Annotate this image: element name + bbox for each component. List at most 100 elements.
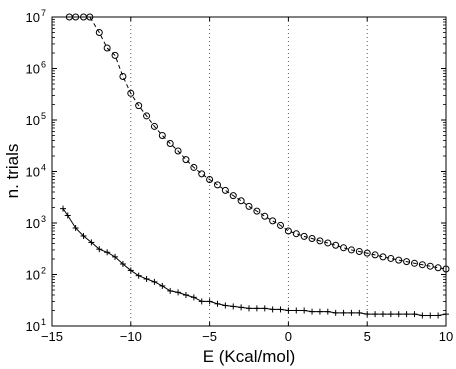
- data-point: [403, 311, 410, 318]
- data-point: [261, 305, 268, 312]
- data-point: [253, 207, 261, 215]
- data-point: [198, 170, 206, 178]
- data-point: [348, 309, 355, 316]
- data-point: [159, 282, 166, 289]
- data-point: [387, 311, 394, 318]
- y-tick-label-exponent: 7: [41, 8, 46, 18]
- data-point: [119, 72, 127, 80]
- x-tick-label: 5: [364, 329, 371, 344]
- data-point: [410, 259, 418, 267]
- data-point: [308, 235, 316, 243]
- y-tick-label: 10: [26, 319, 40, 334]
- data-point: [379, 311, 386, 318]
- data-point: [316, 308, 323, 315]
- data-point: [434, 264, 442, 272]
- data-point: [292, 230, 300, 238]
- data-point: [174, 147, 182, 155]
- data-point: [284, 227, 292, 235]
- data-point: [355, 247, 363, 255]
- data-point: [214, 300, 221, 307]
- y-tick-label: 10: [26, 216, 40, 231]
- data-point: [379, 253, 387, 261]
- data-point: [119, 260, 126, 267]
- data-point: [245, 202, 253, 210]
- data-point: [309, 308, 316, 315]
- data-point: [316, 237, 324, 245]
- data-point: [127, 267, 134, 274]
- data-point: [293, 307, 300, 314]
- data-point: [229, 192, 237, 200]
- data-point: [372, 311, 379, 318]
- series-line: [62, 208, 447, 316]
- data-point: [324, 239, 332, 247]
- y-tick-label: 10: [26, 165, 40, 180]
- data-point: [88, 239, 95, 246]
- y-tick-label-exponent: 3: [41, 214, 46, 224]
- data-point: [182, 291, 189, 298]
- data-point: [182, 156, 190, 164]
- data-point: [166, 139, 174, 147]
- data-point: [356, 309, 363, 316]
- y-tick-label-exponent: 5: [41, 111, 46, 121]
- data-point: [387, 254, 395, 262]
- data-point: [427, 312, 434, 319]
- data-point: [395, 256, 403, 264]
- data-point: [237, 197, 245, 205]
- series-line: [69, 16, 447, 270]
- data-point: [60, 205, 67, 212]
- x-tick-label: −5: [202, 329, 217, 344]
- data-point: [371, 251, 379, 259]
- data-point: [72, 224, 79, 231]
- data-point: [111, 51, 119, 59]
- data-point: [332, 241, 340, 249]
- data-point: [269, 217, 277, 225]
- data-point: [340, 309, 347, 316]
- data-point: [261, 212, 269, 220]
- data-point: [411, 311, 418, 318]
- data-point: [167, 287, 174, 294]
- plot-frame: [51, 16, 447, 327]
- x-tick-label: −10: [120, 329, 142, 344]
- data-point: [150, 122, 158, 130]
- y-tick-label: 10: [26, 10, 40, 25]
- data-point: [64, 212, 71, 219]
- data-point: [426, 262, 434, 270]
- data-point: [364, 311, 371, 318]
- data-point: [158, 132, 166, 140]
- data-point: [230, 303, 237, 310]
- grid: [130, 17, 368, 326]
- data-point: [246, 305, 252, 312]
- plot-series: [60, 13, 450, 319]
- data-point: [135, 272, 142, 279]
- data-point: [418, 261, 426, 269]
- data-point: [103, 44, 111, 52]
- data-point: [347, 246, 355, 254]
- x-tick-labels: −15 −10 −5 0 5 10: [41, 329, 453, 344]
- y-tick-label-exponent: 4: [41, 163, 46, 173]
- data-point: [143, 112, 151, 120]
- axis-ticks: [51, 16, 447, 327]
- data-point: [363, 249, 371, 257]
- data-point: [95, 29, 103, 37]
- x-tick-label: 10: [439, 329, 453, 344]
- data-point: [96, 246, 103, 253]
- data-point: [80, 232, 87, 239]
- data-point: [277, 306, 284, 313]
- data-point: [301, 307, 308, 314]
- data-point: [222, 302, 229, 309]
- data-point: [403, 258, 411, 266]
- data-point: [285, 307, 292, 314]
- x-tick-label: −15: [41, 329, 63, 344]
- data-point: [435, 312, 442, 319]
- data-point: [300, 232, 308, 240]
- data-point: [277, 221, 285, 229]
- x-tick-label: 0: [285, 329, 292, 344]
- data-point: [190, 294, 197, 301]
- data-point: [206, 175, 214, 183]
- data-point: [213, 181, 221, 189]
- data-point: [419, 312, 426, 319]
- data-point: [104, 249, 111, 256]
- y-axis-title: n. trials: [3, 144, 22, 199]
